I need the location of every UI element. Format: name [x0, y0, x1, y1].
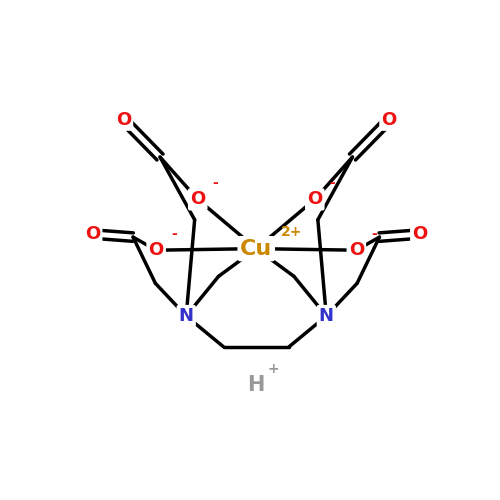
Text: O: O	[116, 110, 131, 128]
Text: O: O	[307, 190, 322, 208]
Text: +: +	[267, 362, 278, 376]
Text: O: O	[85, 225, 100, 243]
Text: -: -	[212, 176, 218, 190]
Text: -: -	[330, 176, 335, 190]
Text: N: N	[178, 307, 194, 325]
Text: O: O	[348, 241, 364, 259]
Text: 2+: 2+	[282, 225, 302, 239]
Text: -: -	[371, 226, 376, 240]
Text: O: O	[148, 241, 164, 259]
Text: O: O	[382, 110, 396, 128]
Text: O: O	[412, 225, 428, 243]
Text: H: H	[248, 376, 265, 396]
Text: O: O	[190, 190, 206, 208]
Text: Cu: Cu	[240, 238, 272, 258]
Text: -: -	[171, 226, 176, 240]
Text: N: N	[319, 307, 334, 325]
